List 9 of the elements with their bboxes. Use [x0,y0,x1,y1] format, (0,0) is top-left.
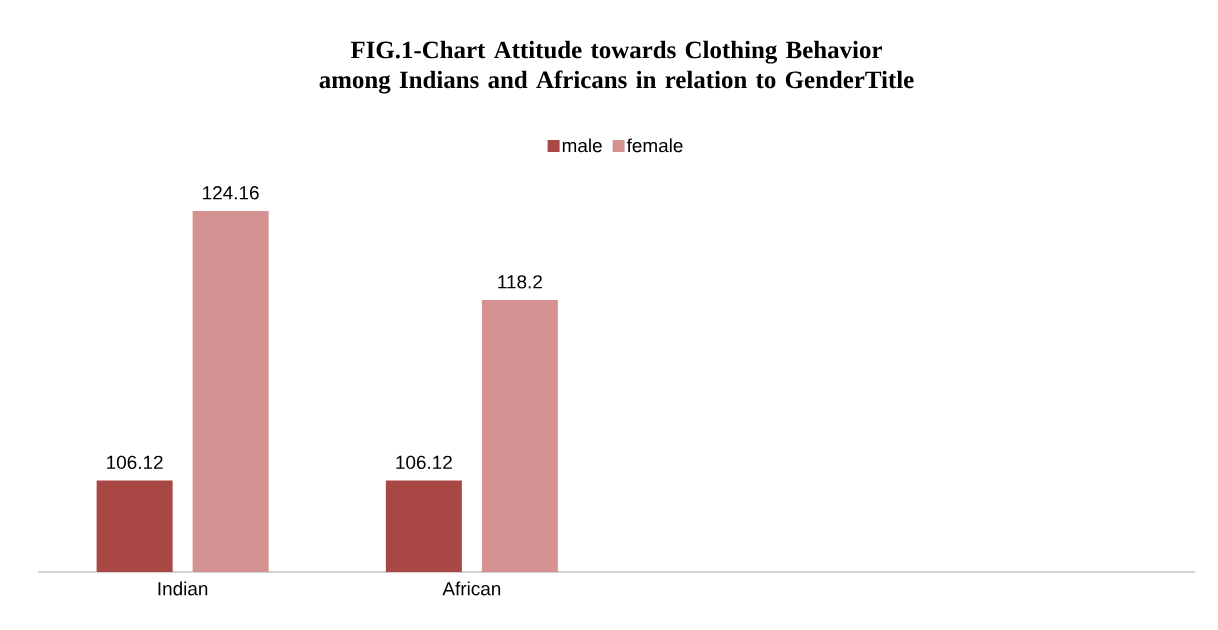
data-label: 124.16 [203,186,259,200]
legend-label: male [562,138,602,153]
data-label: 106.12 [107,455,163,470]
x-tick-label: Indian [158,581,208,596]
chart-title: FIG.1-Chart Attitude towards Clothing Behavior among Indians and Africans in relation to GenderTitle [319,40,914,94]
data-label: 118.2 [498,275,542,289]
x-tick-label: African [442,581,501,596]
legend-label: female [626,138,683,153]
data-label: 106.12 [396,455,452,470]
